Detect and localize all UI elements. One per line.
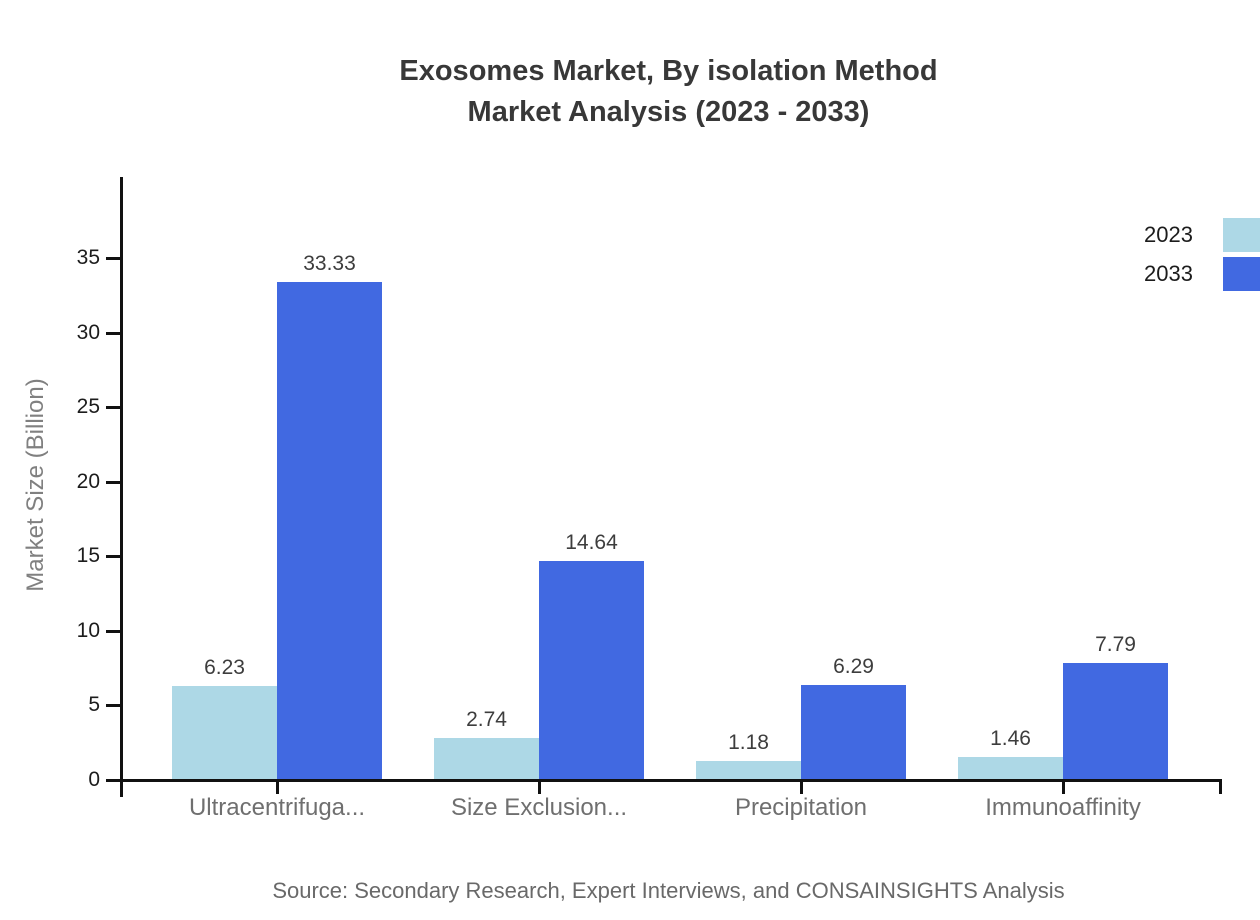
- chart-title: Exosomes Market, By isolation Method Mar…: [115, 51, 1222, 133]
- y-tick: [106, 406, 120, 409]
- legend-item-2033: 2033: [1144, 257, 1260, 291]
- x-tick: [1062, 782, 1065, 794]
- bar-2033-1: [539, 561, 644, 779]
- source-note: Source: Secondary Research, Expert Inter…: [272, 878, 1065, 903]
- x-tick: [800, 782, 803, 794]
- legend-item-2023: 2023: [1144, 218, 1260, 252]
- y-tick-label: 35: [76, 246, 100, 269]
- y-tick-label: 25: [76, 395, 100, 418]
- value-label-2023-0: 6.23: [204, 656, 245, 679]
- value-label-2033-1: 14.64: [565, 531, 618, 554]
- legend-swatch-2023: [1223, 218, 1260, 252]
- legend-label-2023: 2023: [1144, 222, 1193, 247]
- value-label-2033-2: 6.29: [833, 655, 874, 678]
- y-tick: [106, 481, 120, 484]
- x-tick: [538, 782, 541, 794]
- value-label-2033-3: 7.79: [1095, 633, 1136, 656]
- category-label: Immunoaffinity: [985, 794, 1141, 821]
- value-label-2023-1: 2.74: [466, 708, 507, 731]
- x-axis-end-tick: [1219, 782, 1222, 794]
- y-tick: [106, 779, 120, 782]
- bar-2033-0: [277, 282, 382, 779]
- y-tick: [106, 332, 120, 335]
- y-tick-label: 0: [88, 768, 100, 791]
- y-axis-line: [120, 177, 123, 797]
- bar-2023-0: [172, 686, 277, 779]
- bar-2033-2: [801, 685, 906, 779]
- category-label: Precipitation: [734, 794, 868, 821]
- y-tick-label: 20: [76, 470, 100, 493]
- x-axis-line: [107, 779, 1222, 782]
- bar-2023-3: [958, 757, 1063, 779]
- y-tick-label: 10: [76, 619, 100, 642]
- legend-swatch-2033: [1223, 257, 1260, 291]
- y-tick: [106, 704, 120, 707]
- value-label-2023-2: 1.18: [728, 731, 769, 754]
- category-label: Size Exclusion...: [450, 794, 628, 821]
- legend-label-2033: 2033: [1144, 261, 1193, 286]
- y-tick-label: 30: [76, 321, 100, 344]
- bar-2023-2: [696, 761, 801, 779]
- y-tick: [106, 257, 120, 260]
- value-label-2023-3: 1.46: [990, 727, 1031, 750]
- y-tick-label: 15: [76, 544, 100, 567]
- y-tick: [106, 555, 120, 558]
- category-label: Ultracentrifuga...: [188, 794, 366, 821]
- bar-2033-3: [1063, 663, 1168, 779]
- bar-2023-1: [434, 738, 539, 779]
- chart-title-line1: Exosomes Market, By isolation Method: [399, 55, 938, 87]
- x-tick: [276, 782, 279, 794]
- y-tick-label: 5: [88, 693, 100, 716]
- value-label-2033-0: 33.33: [303, 252, 356, 275]
- y-tick: [106, 630, 120, 633]
- legend: 2023 2033: [1144, 218, 1260, 291]
- chart-title-line2: Market Analysis (2023 - 2033): [467, 96, 870, 128]
